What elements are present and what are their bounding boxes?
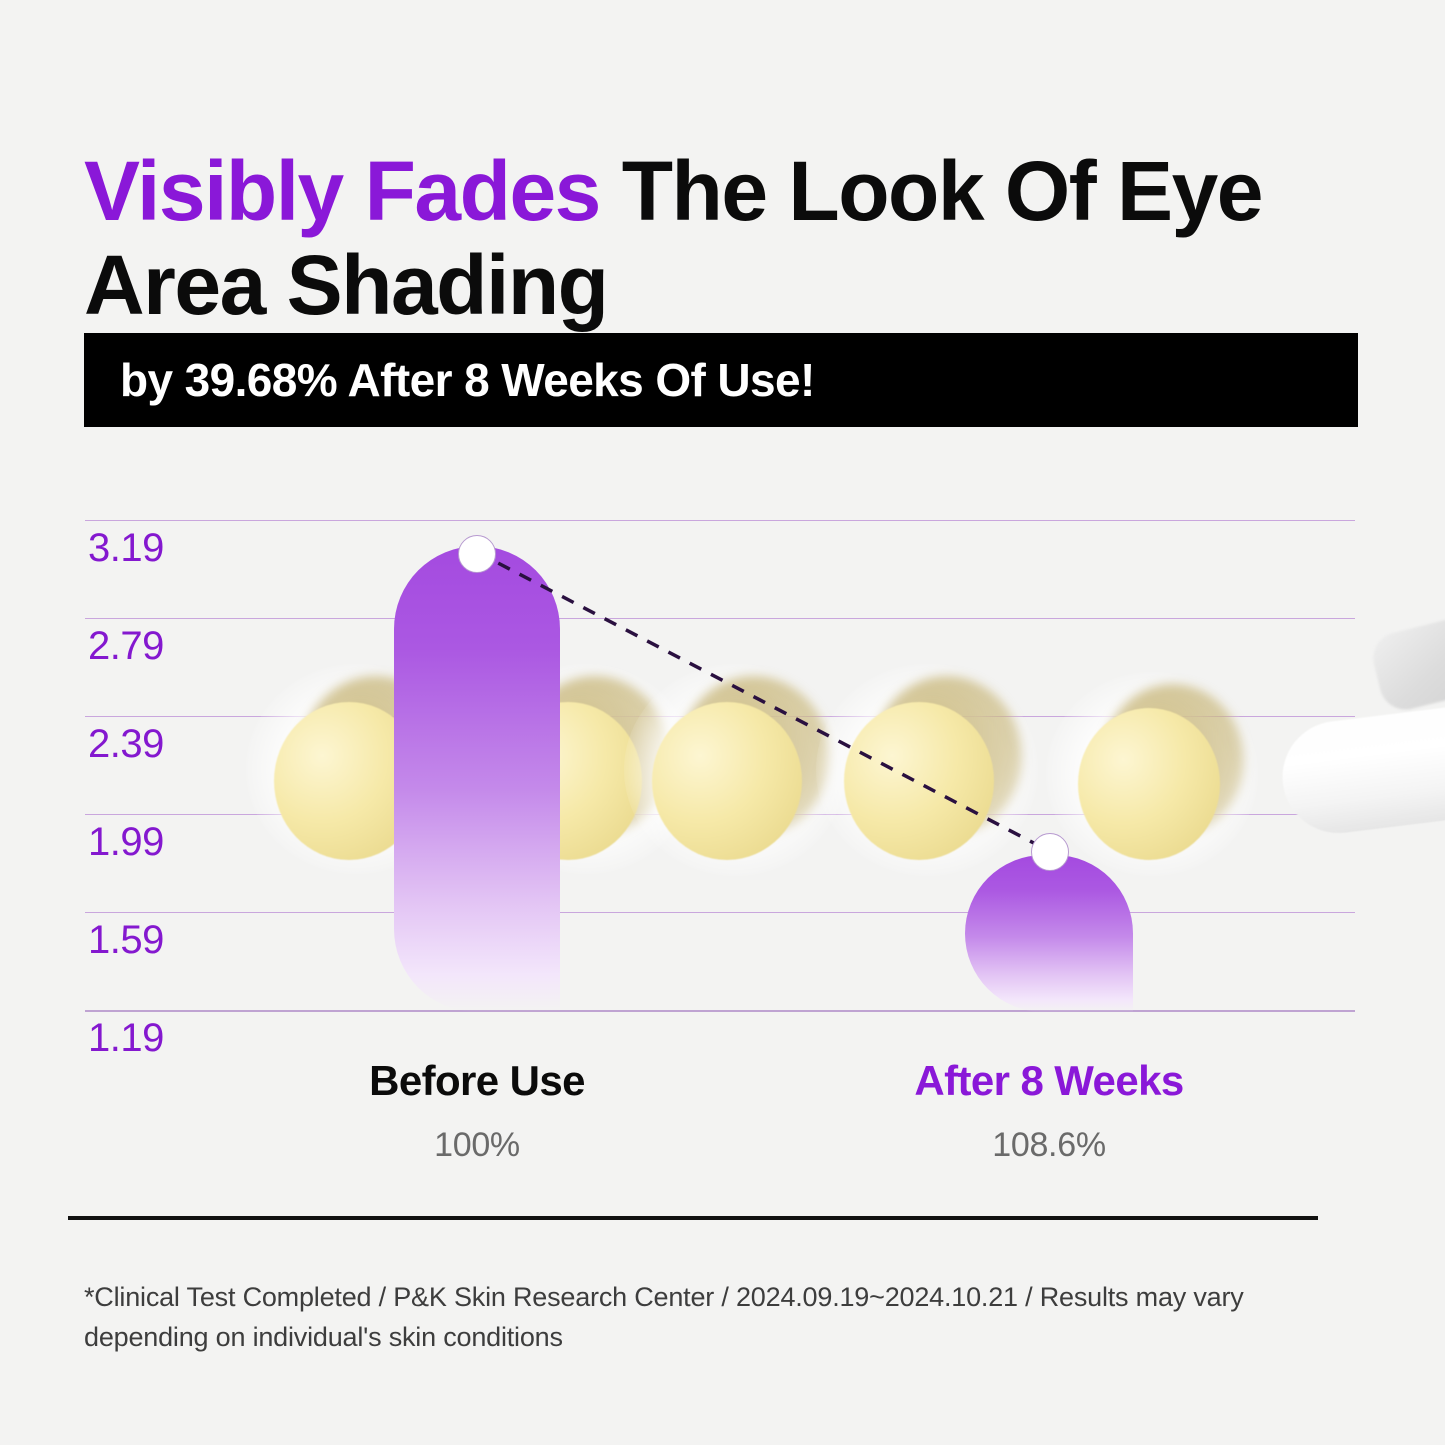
- headline-accent: Visibly Fades: [84, 144, 601, 239]
- result-banner: by 39.68% After 8 Weeks Of Use!: [84, 333, 1358, 427]
- cream-blob-5: [1078, 708, 1220, 860]
- ytick-label-5: 1.19: [88, 1016, 164, 1060]
- xaxis-label-after-8-weeks: After 8 Weeks: [914, 1057, 1184, 1104]
- cream-blob-4: [844, 702, 994, 860]
- cream-blob-3: [652, 702, 802, 860]
- ytick-label-3: 1.99: [88, 820, 164, 864]
- ytick-label-2: 2.39: [88, 722, 164, 766]
- page-title: Visibly Fades The Look Of Eye Area Shadi…: [84, 144, 1264, 332]
- headline-rest: The Look Of Eye Area Shading: [84, 144, 1264, 333]
- xaxis-value-before-use: 100%: [434, 1126, 520, 1164]
- gridline-1-59: [85, 912, 1355, 913]
- xaxis-label-before-use: Before Use: [369, 1057, 585, 1104]
- xaxis-value-after-8-weeks: 108.6%: [992, 1126, 1106, 1164]
- marker-dot-after-8-weeks: [1031, 833, 1069, 871]
- marker-dot-before-use: [458, 535, 496, 573]
- footer-divider: [68, 1216, 1318, 1220]
- bar-before-use: [394, 546, 560, 1012]
- gridline-3-19: [85, 520, 1355, 521]
- gridline-2-79: [85, 618, 1355, 619]
- ytick-label-0: 3.19: [88, 526, 164, 570]
- footnote-text: *Clinical Test Completed / P&K Skin Rese…: [84, 1282, 1244, 1352]
- bar-after-8-weeks: [965, 855, 1133, 1012]
- ytick-label-4: 1.59: [88, 918, 164, 962]
- gridline-1-19-baseline: [85, 1010, 1355, 1012]
- ytick-label-1: 2.79: [88, 624, 164, 668]
- result-banner-text: by 39.68% After 8 Weeks Of Use!: [120, 354, 815, 406]
